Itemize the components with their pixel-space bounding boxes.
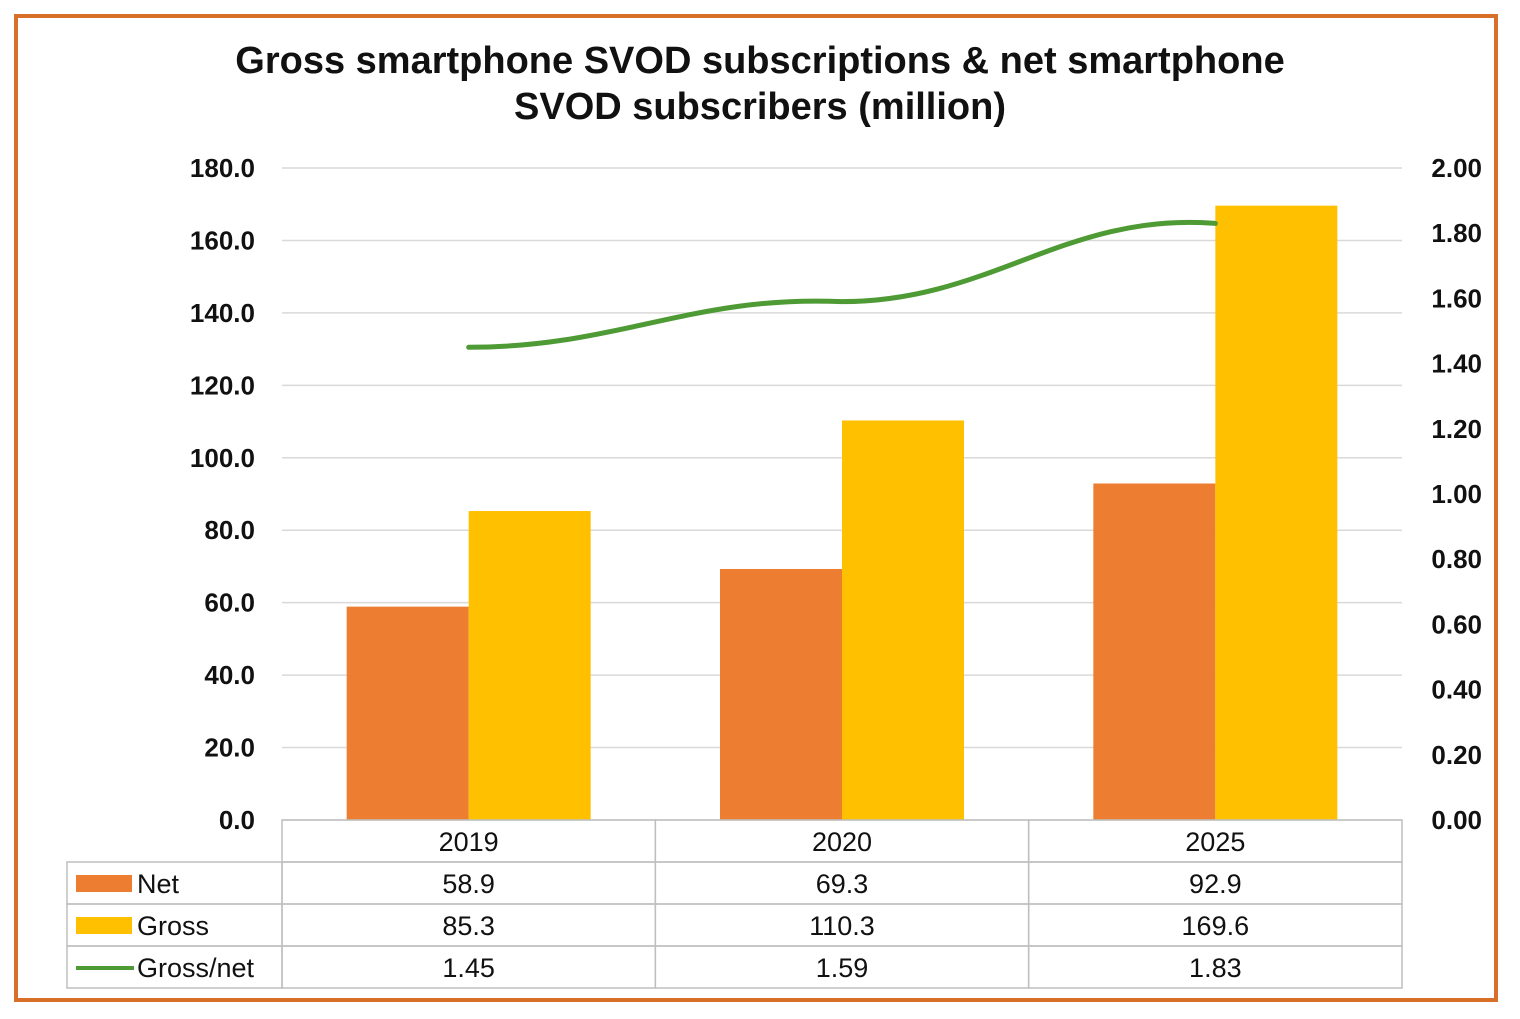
chart-title-line-1: Gross smartphone SVOD subscriptions & ne… [235, 40, 1285, 82]
bar-net-2020 [720, 568, 842, 820]
right-tick-label: 0.60 [1431, 609, 1482, 639]
left-tick-label: 0.0 [219, 805, 255, 835]
right-tick-label: 1.20 [1431, 414, 1482, 444]
left-tick-label: 20.0 [204, 733, 255, 763]
right-tick-label: 1.00 [1431, 479, 1482, 509]
right-tick-label: 2.00 [1431, 153, 1482, 183]
bar-gross-2019 [468, 511, 591, 820]
bar-net-2019 [346, 606, 469, 820]
right-tick-label: 0.80 [1431, 544, 1482, 574]
legend-swatch [76, 917, 132, 934]
left-tick-label: 180.0 [190, 153, 255, 183]
left-tick-label: 140.0 [190, 298, 255, 328]
right-tick-label: 1.80 [1431, 218, 1482, 248]
left-tick-label: 100.0 [190, 443, 255, 473]
table-value: 85.3 [442, 911, 495, 941]
left-tick-label: 160.0 [190, 225, 255, 255]
right-tick-label: 0.20 [1431, 740, 1482, 770]
chart-title-line-2: SVOD subscribers (million) [514, 86, 1006, 128]
table-value: 1.45 [442, 953, 495, 983]
table-value: 1.59 [816, 953, 869, 983]
bar-gross-2020 [842, 420, 964, 820]
table-value-cell [1027, 945, 1403, 989]
bar-gross-2025 [1215, 205, 1338, 820]
table-value: 58.9 [442, 869, 495, 899]
table-value: 110.3 [809, 911, 875, 941]
bars [346, 205, 1338, 820]
left-tick-label: 60.0 [204, 588, 255, 618]
data-table: 2019 2020 2025 Net 58.9 69.3 92.9 Gross 85.3 110.… [66, 819, 1403, 989]
line-gross-net [466, 219, 1218, 350]
legend-swatch [76, 875, 132, 892]
right-tick-label: 1.40 [1431, 349, 1482, 379]
table-series-name: Gross [137, 911, 209, 941]
right-tick-label: 1.60 [1431, 283, 1482, 313]
bar-net-2025 [1093, 483, 1216, 820]
table-category-label: 2020 [812, 827, 872, 857]
table-value: 69.3 [816, 869, 869, 899]
left-tick-label: 40.0 [204, 660, 255, 690]
table-value: 169.6 [1182, 911, 1250, 941]
table-series-name: Gross/net [137, 953, 255, 983]
right-tick-label: 0.40 [1431, 675, 1482, 705]
left-tick-label: 80.0 [204, 515, 255, 545]
right-axis: 0.00 0.20 0.40 0.60 0.80 1.00 1.20 1.40 1.60 1.80… [1431, 153, 1482, 835]
table-value: 1.83 [1189, 953, 1242, 983]
table-category-label: 2019 [439, 827, 499, 857]
left-axis: 0.0 20.0 40.0 60.0 80.0 100.0 120.0 140.0 160.0 1… [190, 153, 255, 835]
table-series-name: Net [137, 869, 180, 899]
right-tick-label: 0.00 [1431, 805, 1482, 835]
left-tick-label: 120.0 [190, 370, 255, 400]
chart-title: Gross smartphone SVOD subscriptions & ne… [14, 38, 1506, 130]
table-value: 92.9 [1189, 869, 1242, 899]
table-category-label: 2025 [1185, 827, 1245, 857]
ratio-line [466, 219, 1218, 350]
